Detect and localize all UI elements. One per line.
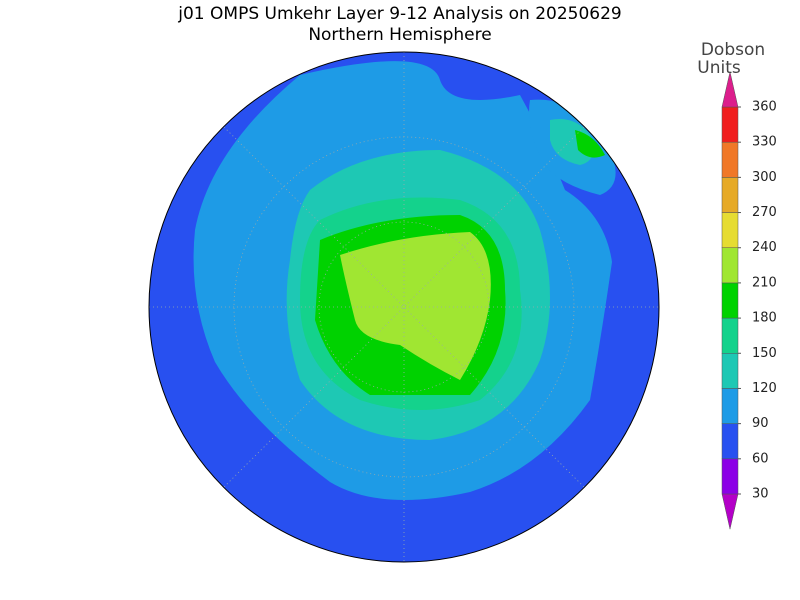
colorbar-under xyxy=(721,493,739,530)
colorbar-bin xyxy=(721,141,739,178)
colorbar-tick-label: 240 xyxy=(752,240,777,255)
colorbar-bin xyxy=(721,212,739,248)
colorbar-tick-label: 270 xyxy=(752,205,777,220)
subtitle: Northern Hemisphere xyxy=(308,25,491,45)
colorbar-tick-label: 330 xyxy=(752,135,777,150)
colorbar-bin xyxy=(721,106,739,143)
colorbar-label: Units xyxy=(697,58,741,78)
colorbar: 30 60 90 120 150 180 210 240 270 300 330 360 xyxy=(721,71,777,530)
colorbar-bin xyxy=(721,353,739,389)
field xyxy=(575,130,605,158)
field xyxy=(340,232,491,380)
colorbar-bin xyxy=(721,282,739,319)
colorbar-label: Dobson xyxy=(701,40,765,60)
colorbar-bin xyxy=(721,388,739,424)
colorbar-bin xyxy=(721,423,739,460)
colorbar-tick-label: 300 xyxy=(752,170,777,185)
title: j01 OMPS Umkehr Layer 9-12 Analysis on 2… xyxy=(177,4,621,24)
colorbar-over xyxy=(721,71,739,108)
map xyxy=(149,52,659,562)
colorbar-tick-label: 120 xyxy=(752,381,777,396)
colorbar-tick-label: 30 xyxy=(752,487,769,502)
colorbar-bin xyxy=(721,317,739,354)
colorbar-tick-label: 90 xyxy=(752,416,769,431)
colorbar-tick-label: 210 xyxy=(752,275,777,290)
colorbar-tick-label: 360 xyxy=(752,100,777,115)
colorbar-bin xyxy=(721,177,739,213)
colorbar-tick-label: 60 xyxy=(752,451,769,466)
colorbar-bin xyxy=(721,458,739,495)
colorbar-tick-label: 180 xyxy=(752,311,777,326)
colorbar-tick-label: 150 xyxy=(752,346,777,361)
colorbar-bin xyxy=(721,247,739,284)
